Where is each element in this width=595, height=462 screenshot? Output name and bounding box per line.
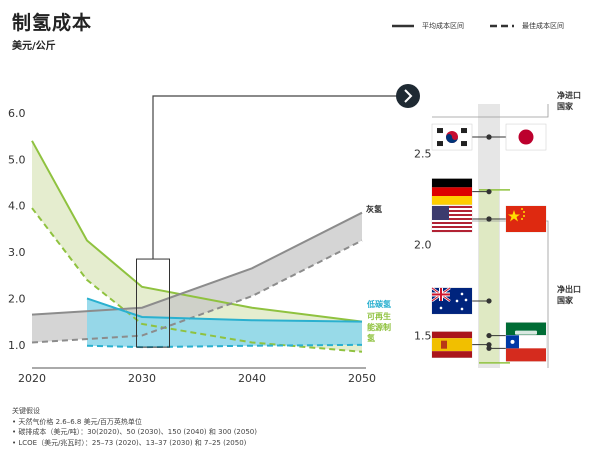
cn-flag — [505, 205, 547, 233]
series-label: 氢 — [367, 333, 375, 343]
legend-solid-line — [392, 24, 414, 28]
au-flag — [431, 286, 473, 315]
right-y-tick-label: 2.0 — [414, 239, 432, 252]
series-label: 低碳氢 — [366, 299, 391, 309]
es-flag — [431, 331, 473, 358]
region-label: 国家 — [557, 101, 574, 111]
series-line-average-green — [31, 140, 363, 323]
country-point — [486, 216, 492, 222]
region-label: 净进口 — [557, 90, 581, 100]
legend-dashed-line — [490, 24, 514, 28]
legend-average: 平均成本区间 — [392, 21, 464, 31]
series-label: 灰氢 — [366, 204, 382, 214]
series-line-average-blue — [86, 297, 363, 323]
connector-circle — [396, 84, 420, 108]
connector — [152, 84, 420, 260]
kr-flag — [431, 123, 473, 151]
y-tick-label: 6.0 — [8, 107, 26, 120]
x-tick-label: 2020 — [18, 372, 46, 385]
chevron-right-icon — [404, 89, 413, 103]
de-flag — [431, 178, 473, 205]
import-region-frame — [432, 104, 549, 118]
country-point — [486, 332, 492, 339]
connector-line — [152, 95, 400, 260]
country-point — [486, 189, 492, 195]
series-line-best-blue — [86, 343, 363, 349]
y-tick-label: 5.0 — [8, 153, 26, 166]
x-tick-label: 2050 — [348, 372, 376, 385]
cl-flag — [505, 335, 547, 362]
y-tick-label: 4.0 — [8, 200, 26, 213]
right-y-tick-label: 2.5 — [414, 147, 432, 160]
legend-best: 最佳成本区间 — [490, 21, 564, 31]
legend-average-label: 平均成本区间 — [422, 22, 464, 30]
cost-trend-chart: 1.0 2.0 3.0 4.0 5.0 6.0 2020 2030 2040 2050 灰氢低碳氢可… — [8, 107, 391, 385]
country-point — [486, 342, 492, 348]
region-label: 国家 — [557, 295, 574, 305]
country-point — [486, 134, 492, 140]
x-tick-label: 2030 — [128, 372, 156, 385]
notes-heading: 关键假设 — [12, 407, 40, 415]
notes-line-3: • LCOE（美元/兆瓦时）：25–73 (2020)、13–37 (2030)… — [12, 438, 247, 447]
y-tick-label: 1.0 — [8, 339, 26, 352]
series-label: 可再生 — [367, 311, 391, 321]
series-band-green — [32, 140, 362, 352]
y-tick-label: 2.0 — [8, 292, 26, 305]
right-y-tick-label: 1.5 — [414, 330, 432, 343]
series-line-best-green — [31, 207, 363, 353]
key-assumptions: 关键假设 • 天然气价格 2.6–6.8 美元/百万英热单位 • 碳排成本（美元… — [12, 406, 257, 448]
green-range-band — [479, 189, 499, 363]
notes-line-1: • 天然气价格 2.6–6.8 美元/百万英热单位 — [12, 417, 142, 426]
notes-line-2: • 碳排成本（美元/吨）：30(2020)、50 (2030)、150 (204… — [12, 428, 257, 436]
legend-best-label: 最佳成本区间 — [522, 22, 564, 30]
us-flag — [431, 205, 473, 233]
y-tick-label: 3.0 — [8, 246, 26, 259]
chart-canvas: 1.0 2.0 3.0 4.0 5.0 6.0 2020 2030 2040 2050 灰氢低碳氢可… — [8, 84, 581, 385]
series-band-blue — [87, 298, 362, 348]
x-tick-label: 2040 — [238, 372, 266, 385]
chart-subtitle: 美元/公斤 — [12, 41, 56, 52]
country-point — [486, 298, 492, 304]
series-line-average-grey — [31, 211, 363, 316]
chart-title: 制氢成本 — [12, 12, 93, 34]
region-label: 净出口 — [557, 284, 581, 294]
jp-flag — [505, 123, 547, 151]
series-label: 能源制 — [367, 322, 391, 332]
series-line-best-grey — [31, 239, 363, 344]
country-point — [486, 345, 492, 351]
